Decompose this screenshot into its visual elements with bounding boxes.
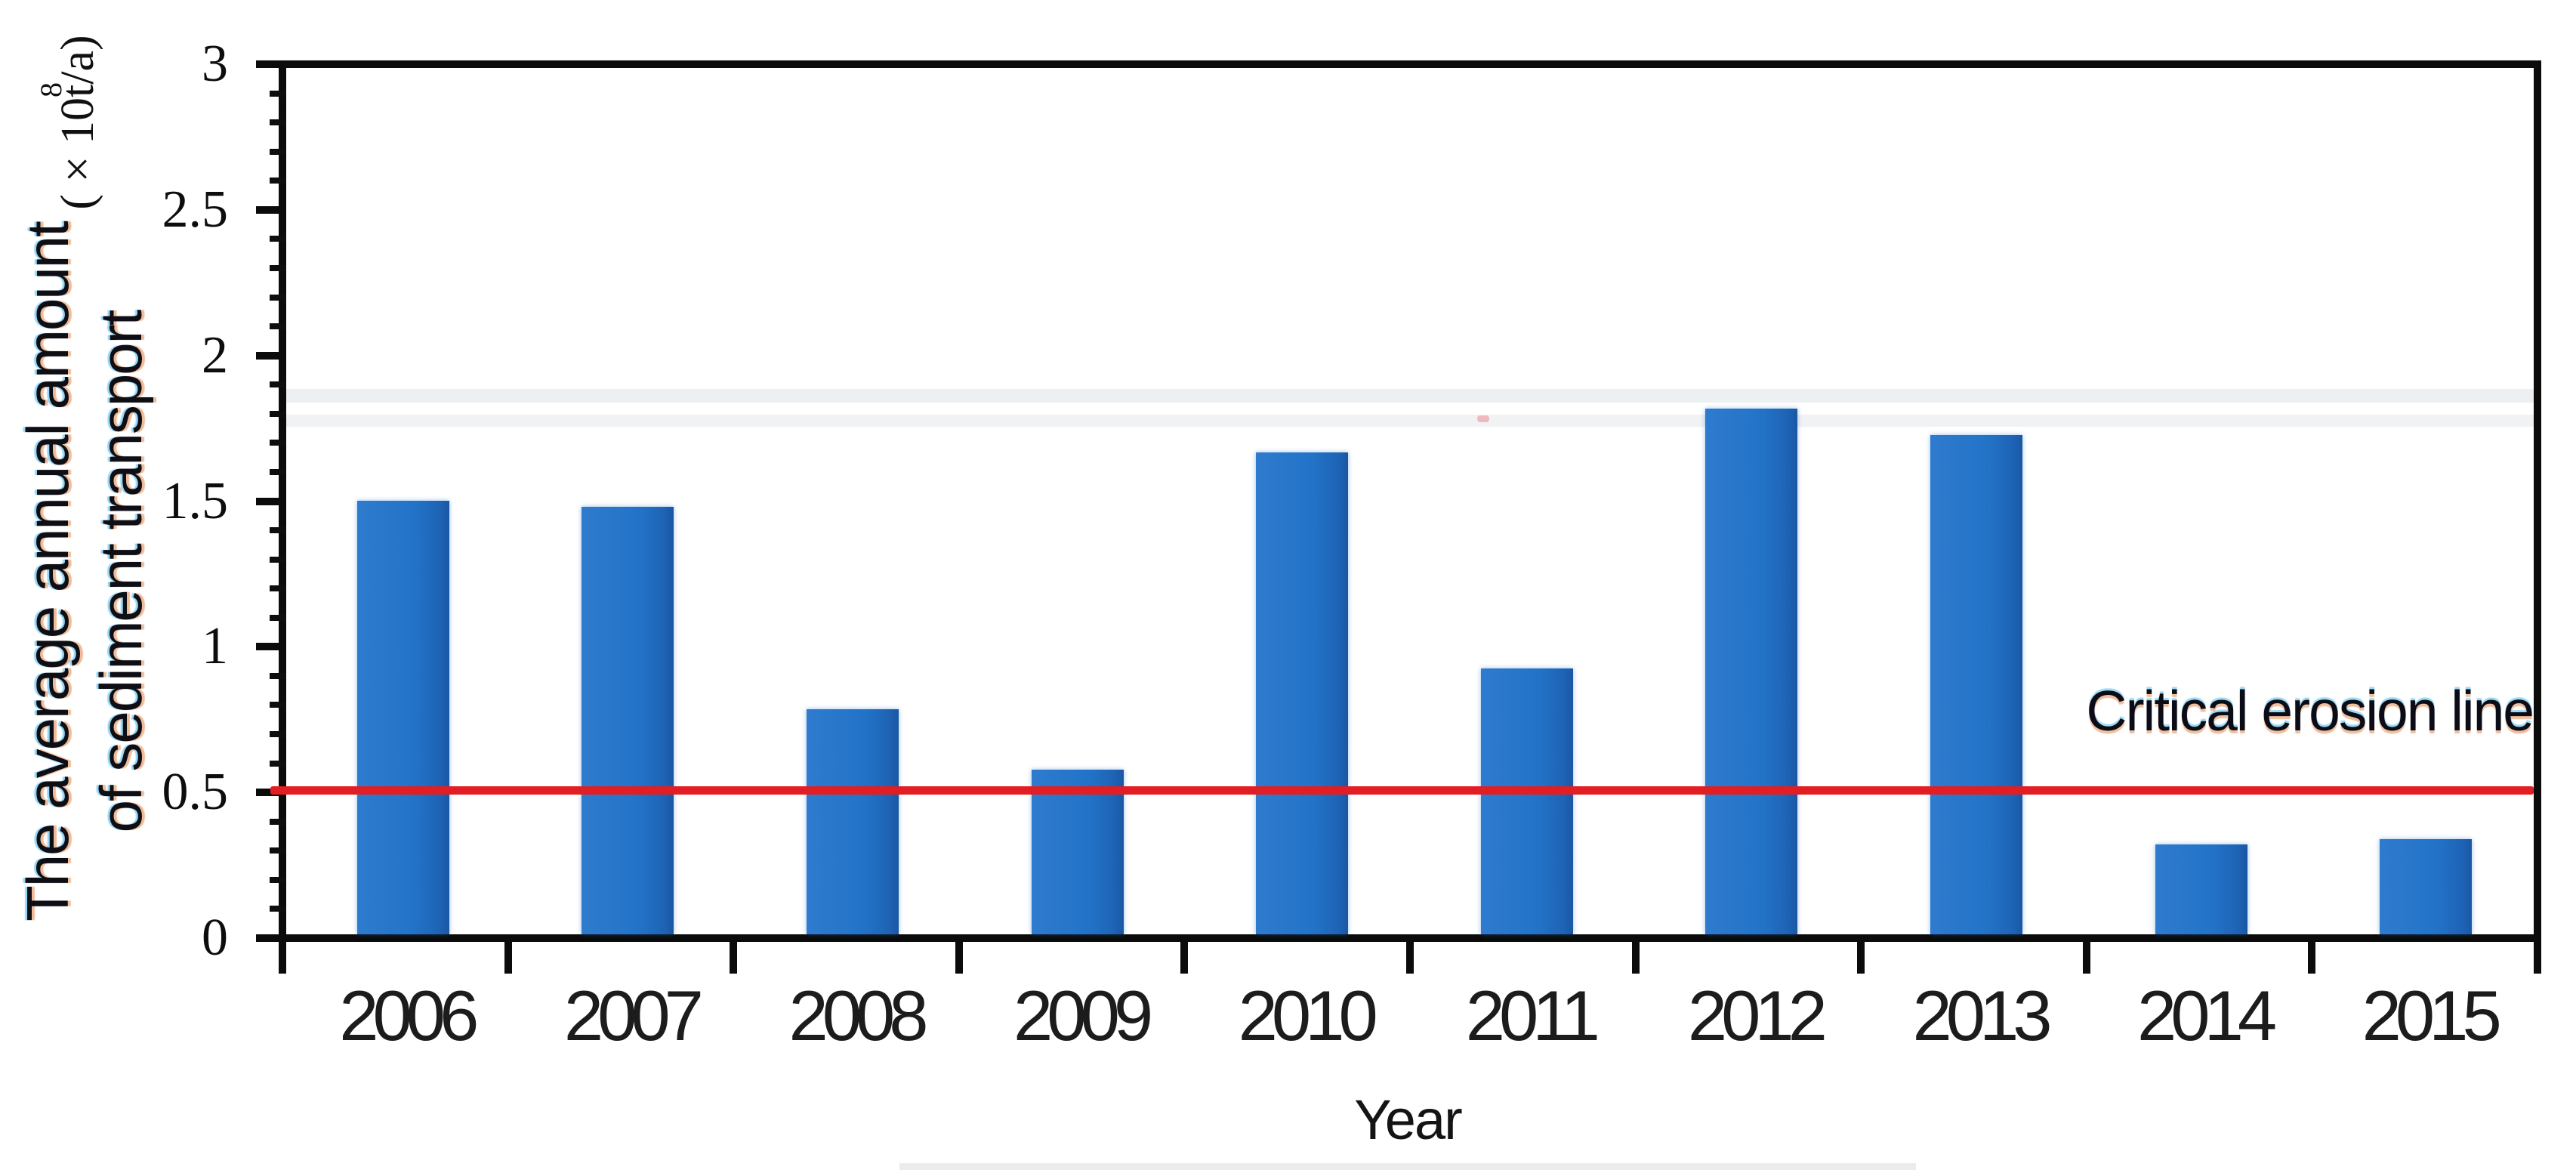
bar-2008 (807, 709, 899, 934)
x-axis-year-label: 2015 (2362, 976, 2502, 1055)
y-axis-minor-tick (270, 177, 286, 184)
y-axis-tick-label: 1.5 (162, 471, 229, 530)
y-axis-minor-tick (270, 556, 286, 563)
y-axis-title-line2: of sediment transport (88, 310, 154, 833)
y-axis-minor-tick (270, 614, 286, 621)
x-axis-year-label: 2012 (1687, 976, 1828, 1055)
y-axis-minor-tick (270, 236, 286, 242)
critical-erosion-line-label: Critical erosion line (2086, 679, 2534, 742)
y-axis-minor-tick (270, 527, 286, 534)
y-axis-minor-tick (270, 847, 286, 854)
x-axis-tick (955, 942, 963, 974)
y-axis-title-line1: The average annual amount (14, 222, 81, 921)
y-axis-title: The average annual amount of sediment tr… (11, 222, 158, 921)
x-axis-tick (504, 942, 512, 974)
bar-2011 (1480, 668, 1573, 934)
bar-2013 (1930, 435, 2022, 934)
x-axis-year-label: 2008 (788, 976, 928, 1055)
y-axis-minor-tick (270, 760, 286, 767)
x-axis-year-label: 2007 (563, 976, 704, 1055)
y-axis-minor-tick (270, 818, 286, 825)
x-axis-year-label: 2006 (339, 976, 479, 1055)
y-axis-major-tick (256, 934, 286, 942)
y-axis-major-tick (256, 60, 286, 68)
y-axis-minor-tick (270, 410, 286, 417)
y-axis-minor-tick (270, 702, 286, 708)
x-axis-year-label: 2010 (1238, 976, 1378, 1055)
x-axis-year-label: 2014 (2137, 976, 2277, 1055)
x-axis-tick (1406, 942, 1414, 974)
bar-2007 (582, 507, 674, 934)
x-axis-tick (1857, 942, 1865, 974)
y-axis-minor-tick (270, 90, 286, 97)
y-axis-minor-tick (270, 876, 286, 883)
y-axis-major-tick (256, 351, 286, 360)
x-axis-year-label: 2013 (1912, 976, 2052, 1055)
faint-red-artifact (1477, 415, 1489, 422)
bar-2006 (356, 501, 449, 934)
x-axis-tick (2308, 942, 2316, 974)
y-axis-minor-tick (270, 323, 286, 330)
x-axis-tick (1180, 942, 1189, 974)
critical-erosion-reference-line (270, 786, 2534, 795)
bar-2010 (1256, 452, 1349, 934)
y-axis-tick-label: 0 (202, 909, 228, 967)
y-axis-minor-tick (270, 119, 286, 126)
x-axis-year-label: 2011 (1465, 976, 1600, 1055)
y-axis-major-tick (256, 205, 286, 214)
y-axis-tick-label: 1 (202, 617, 228, 676)
y-axis-minor-tick (270, 148, 286, 155)
y-axis-minor-tick (270, 906, 286, 912)
bar-2014 (2155, 844, 2247, 934)
y-axis-tick-label: 2.5 (162, 180, 229, 239)
y-axis-minor-tick (270, 731, 286, 738)
x-axis-title: Year (1354, 1088, 1463, 1151)
x-axis-year-label: 2009 (1013, 976, 1153, 1055)
y-axis-minor-tick (270, 672, 286, 679)
y-unit-prefix: ( × 10 (52, 97, 103, 210)
x-axis-tick (2534, 942, 2541, 974)
y-axis-unit-label: ( × 10 8 t/a) (34, 35, 103, 210)
y-axis-tick-label: 3 (202, 35, 228, 93)
bar-2015 (2380, 839, 2473, 934)
x-axis-tick (279, 942, 286, 974)
bar-2009 (1031, 770, 1124, 934)
faint-bottom-strip (899, 1163, 1916, 1170)
y-axis-minor-tick (270, 294, 286, 301)
y-axis-major-tick (256, 643, 286, 651)
y-axis-minor-tick (270, 585, 286, 592)
x-axis-tick (1631, 942, 1640, 974)
y-axis-minor-tick (270, 381, 286, 388)
bar-2012 (1705, 409, 1798, 934)
y-axis-minor-tick (270, 264, 286, 271)
y-axis-minor-tick (270, 468, 286, 475)
x-axis-tick (2082, 942, 2090, 974)
x-axis-tick (730, 942, 738, 974)
y-axis-major-tick (256, 497, 286, 505)
y-axis-minor-tick (270, 440, 286, 446)
y-axis-tick-label: 2 (202, 326, 228, 384)
y-axis-tick-label: 0.5 (162, 763, 229, 822)
